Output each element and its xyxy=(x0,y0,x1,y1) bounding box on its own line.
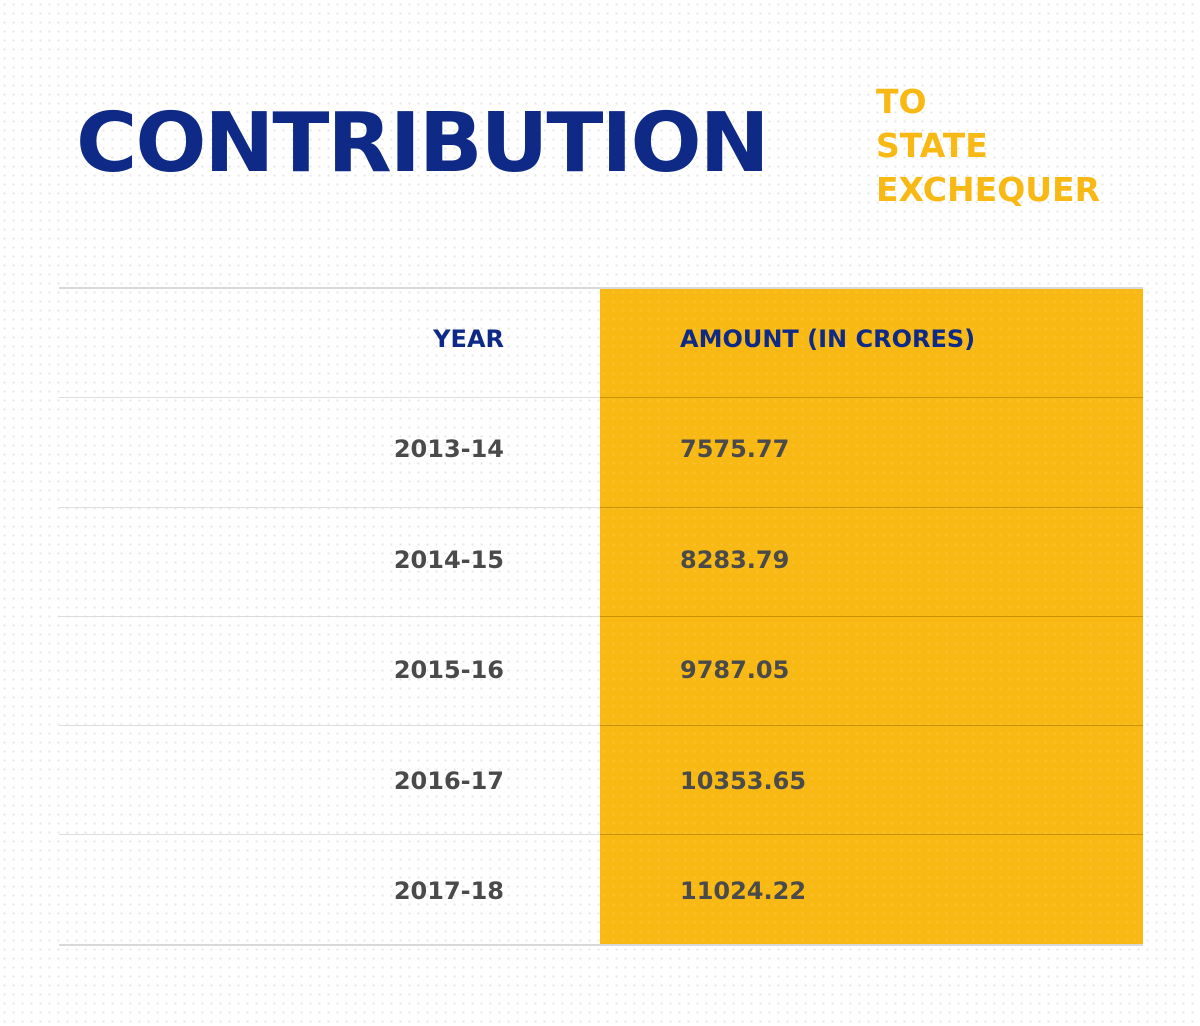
amount-cell: 11024.22 xyxy=(680,877,807,905)
amount-cell: 9787.05 xyxy=(680,656,790,684)
row-divider-gold xyxy=(600,507,1143,508)
year-cell: 2013-14 xyxy=(393,435,504,463)
title-sub-line-3: EXCHEQUER xyxy=(876,170,1100,209)
title-sub-line-1: TO xyxy=(876,82,927,121)
column-header-amount: AMOUNT (IN CRORES) xyxy=(680,325,976,353)
row-divider xyxy=(59,507,1143,508)
row-divider-gold xyxy=(600,725,1143,726)
amount-cell: 8283.79 xyxy=(680,546,790,574)
row-divider xyxy=(59,725,1143,726)
row-divider xyxy=(59,397,1143,398)
row-divider xyxy=(59,616,1143,617)
row-divider-gold xyxy=(600,834,1143,835)
row-divider-gold xyxy=(600,616,1143,617)
title-sub-line-2: STATE xyxy=(876,126,988,165)
row-divider xyxy=(59,834,1143,835)
table-bottom-rule xyxy=(59,944,1143,946)
table-top-rule xyxy=(59,287,1143,289)
row-divider-gold xyxy=(600,397,1143,398)
title-sub: TO STATE EXCHEQUER xyxy=(876,80,1100,212)
year-cell: 2014-15 xyxy=(393,546,504,574)
year-cell: 2017-18 xyxy=(393,877,504,905)
title-main: CONTRIBUTION xyxy=(76,96,770,191)
year-cell: 2015-16 xyxy=(393,656,504,684)
amount-cell: 7575.77 xyxy=(680,435,790,463)
amount-cell: 10353.65 xyxy=(680,767,807,795)
year-cell: 2016-17 xyxy=(393,767,504,795)
column-header-year: YEAR xyxy=(433,325,504,353)
